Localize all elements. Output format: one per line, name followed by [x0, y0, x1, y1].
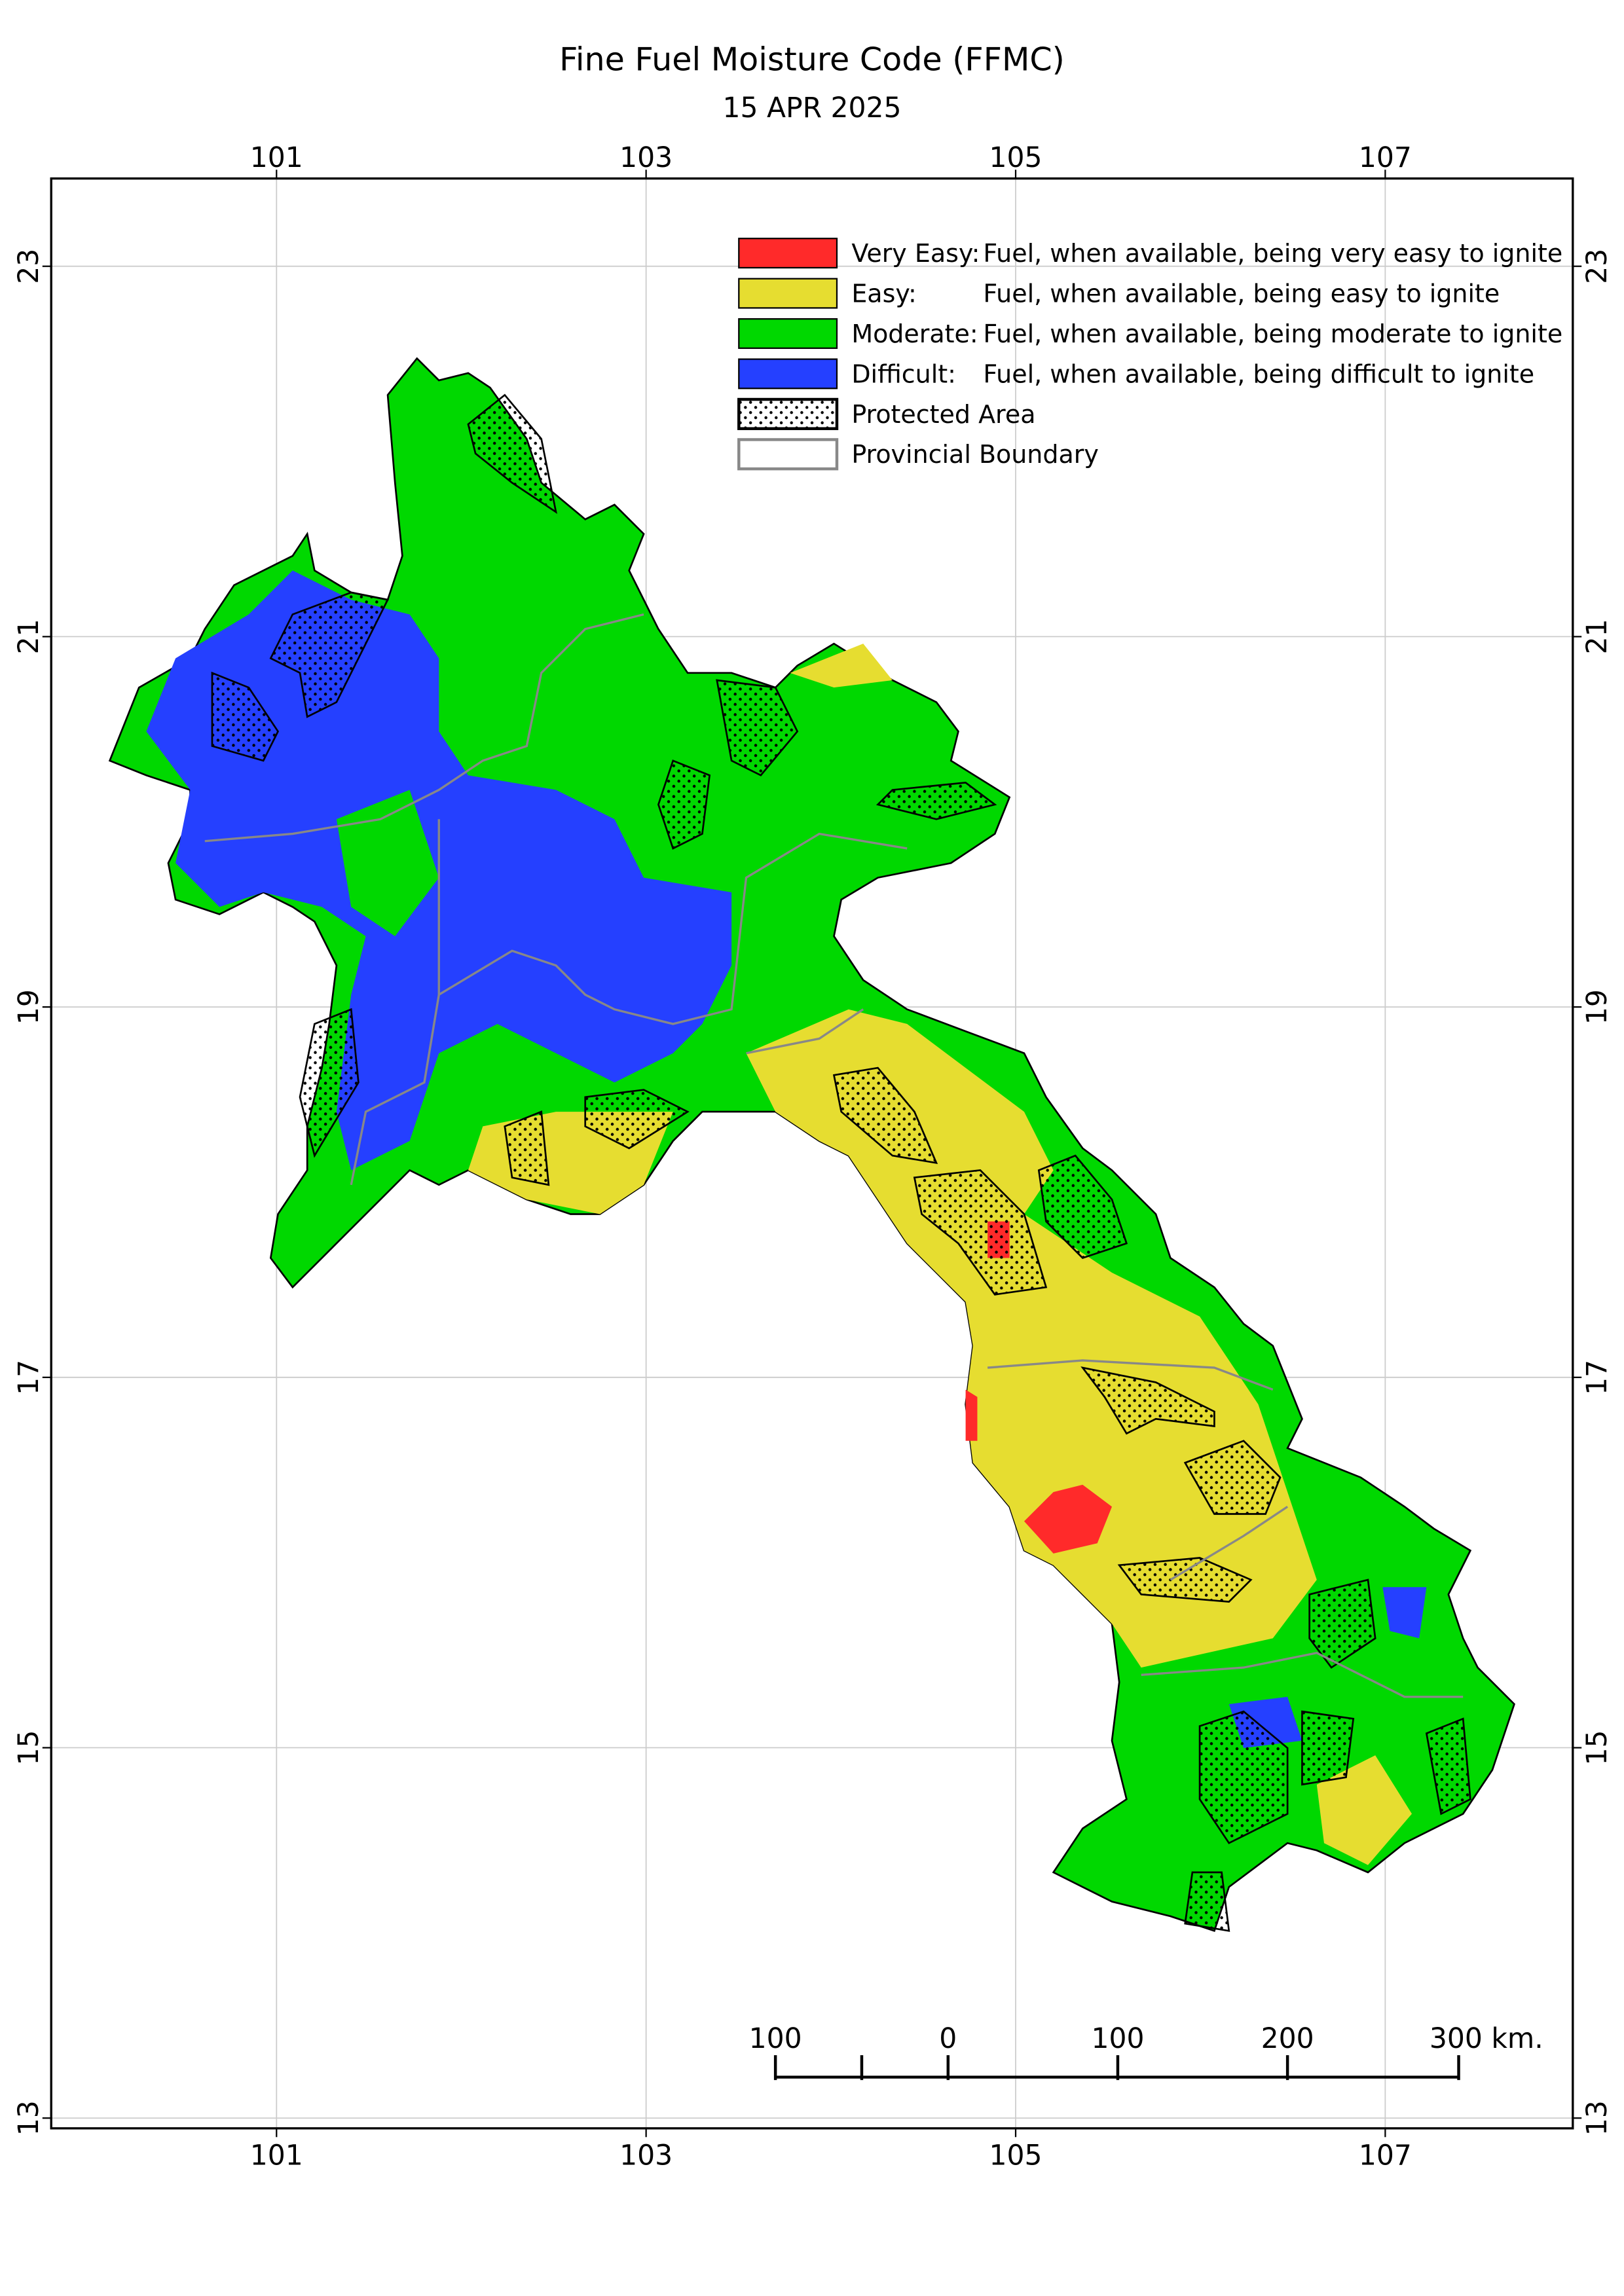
legend: Very Easy: Fuel, when available, being ve…: [737, 238, 1562, 471]
country: [108, 357, 1515, 1932]
moderate-patch: [336, 790, 439, 936]
scale-label: 0: [939, 2023, 957, 2055]
provincial-boundary: [1141, 1652, 1464, 1698]
protected-area: [913, 1169, 1048, 1296]
scale-label: 300 km.: [1430, 2023, 1543, 2055]
easy-area: [746, 1009, 1317, 1668]
lon-label: 101: [250, 142, 303, 174]
protected-area: [1425, 1717, 1471, 1815]
date: 15 APR 2025: [722, 92, 901, 124]
protected-area: [504, 1110, 550, 1186]
very-easy-area: [965, 1389, 978, 1441]
easy-area: [790, 644, 893, 688]
very-easy-area: [1024, 1484, 1113, 1554]
lat-label: 21: [13, 619, 45, 654]
provincial-boundary: [204, 613, 644, 843]
protected-area: [1184, 1871, 1230, 1932]
protected-area: [1117, 1557, 1253, 1603]
provincial-boundaries: [204, 613, 1464, 1698]
map-frame: [50, 177, 1574, 2130]
provincial-boundary: [987, 1359, 1274, 1391]
protected-area: [1198, 1710, 1289, 1844]
protected-area: [716, 679, 799, 776]
lon-label: 105: [989, 2140, 1042, 2172]
protected-area: [269, 591, 390, 718]
legend-swatch: [738, 358, 838, 390]
title: Fine Fuel Moisture Code (FFMC): [559, 40, 1065, 78]
protected-area: [876, 782, 997, 820]
protected-area: [1301, 1710, 1355, 1786]
protected-areas: [211, 393, 1471, 1932]
legend-description: Fuel, when available, being moderate to …: [983, 319, 1562, 348]
legend-swatch: [738, 318, 838, 349]
lat-label: 13: [1581, 2100, 1614, 2136]
scale-label: 100: [1091, 2023, 1144, 2055]
protected-area: [1308, 1578, 1376, 1669]
legend-description: Fuel, when available, being difficult to…: [983, 359, 1534, 388]
protected-area: [1037, 1154, 1128, 1260]
scale-label: 200: [1261, 2023, 1314, 2055]
legend-label: Protected Area: [851, 400, 1035, 429]
protected-area: [299, 1008, 360, 1158]
lon-label: 101: [250, 2140, 303, 2172]
protected-area: [584, 1089, 690, 1150]
lat-label: 23: [1581, 249, 1614, 284]
legend-label: Easy:: [851, 279, 917, 308]
provincial-boundary: [438, 832, 908, 1025]
legend-swatch: [737, 397, 839, 430]
lon-label: 107: [1359, 142, 1412, 174]
moderate-patch: [511, 672, 629, 790]
lat-label: 19: [1581, 989, 1614, 1025]
protected-area: [832, 1066, 938, 1165]
easy-area: [1316, 1755, 1412, 1865]
lat-label: 15: [13, 1730, 45, 1766]
legend-label: Difficult:: [851, 359, 956, 388]
protected-area: [657, 759, 711, 850]
lon-label: 103: [619, 2140, 673, 2172]
difficult-area: [1382, 1587, 1427, 1639]
legend-label: Moderate:: [851, 319, 978, 348]
provincial-boundary: [350, 819, 440, 1186]
legend-label: Provincial Boundary: [851, 440, 1098, 469]
protected-area: [467, 393, 557, 514]
provincial-boundary: [746, 1008, 864, 1055]
lat-label: 17: [13, 1360, 45, 1395]
scale-label: 100: [749, 2023, 802, 2055]
lat-label: 21: [1581, 619, 1614, 654]
protected-area: [1183, 1440, 1282, 1515]
protected-area: [1080, 1366, 1215, 1435]
legend-swatch: [738, 238, 838, 269]
lat-label: 15: [1581, 1730, 1614, 1766]
lon-label: 107: [1359, 2140, 1412, 2172]
lon-label: 105: [989, 142, 1042, 174]
legend-description: Fuel, when available, being easy to igni…: [983, 279, 1500, 308]
lat-label: 23: [13, 249, 45, 284]
legend-swatch: [737, 438, 839, 471]
lat-label: 19: [13, 989, 45, 1025]
legend-description: Fuel, when available, being very easy to…: [983, 239, 1562, 268]
lon-label: 103: [619, 142, 673, 174]
protected-area: [211, 671, 280, 762]
legend-swatch: [738, 278, 838, 309]
lat-label: 17: [1581, 1360, 1614, 1395]
provincial-boundary: [1170, 1505, 1289, 1581]
lat-label: 13: [13, 2100, 45, 2136]
legend-label: Very Easy:: [851, 239, 980, 268]
scale-bar: 100 0 100 200 300 km.: [749, 2023, 1543, 2081]
